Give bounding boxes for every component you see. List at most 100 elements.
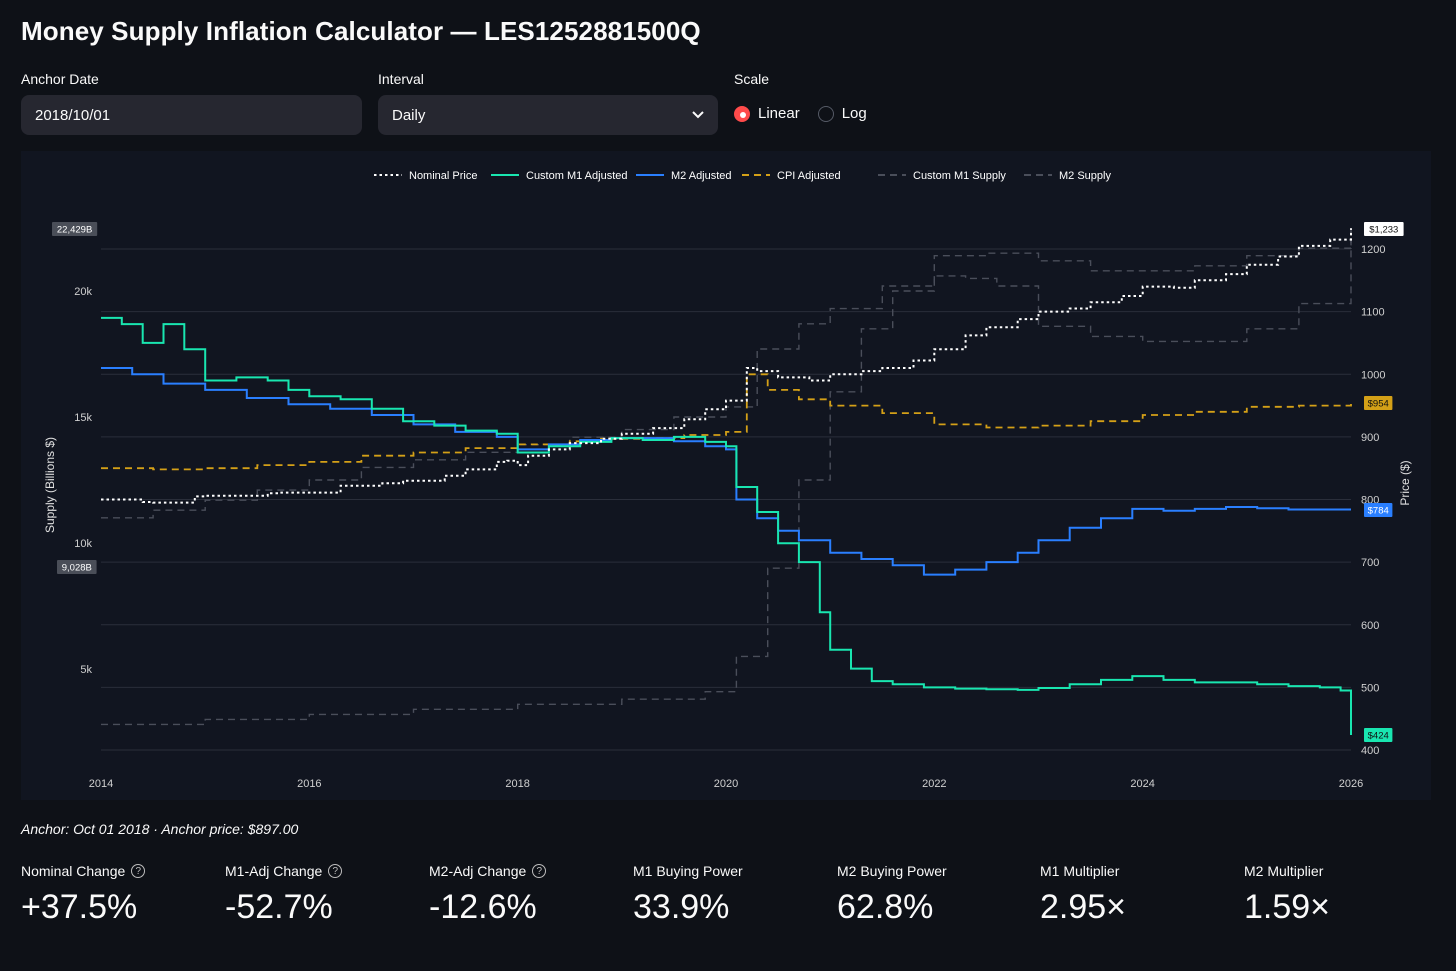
chevron-down-icon bbox=[692, 111, 704, 119]
metric-label-text: M1 Multiplier bbox=[1040, 863, 1120, 879]
metric-label: M2 Buying Power bbox=[837, 862, 1037, 880]
interval-label: Interval bbox=[378, 71, 424, 87]
series-line-custom-m1-adjusted bbox=[101, 316, 1352, 735]
metric-m1-multiplier: M1 Multiplier 2.95× bbox=[1040, 862, 1240, 927]
help-icon[interactable]: ? bbox=[131, 864, 146, 878]
axes-group: 4005006007008009001000110012005k10k15k20… bbox=[43, 244, 1412, 790]
x-tick-label: 2026 bbox=[1339, 778, 1363, 790]
left-tick-label: 5k bbox=[80, 664, 92, 676]
badge-m2: $784 bbox=[1368, 506, 1389, 517]
help-icon[interactable]: ? bbox=[328, 864, 343, 878]
series-line-custom-m1-supply bbox=[101, 229, 1352, 726]
radio-selected-icon bbox=[734, 105, 750, 122]
metric-m2-buying-power: M2 Buying Power 62.8% bbox=[837, 862, 1037, 927]
scale-radio-group: Linear Log bbox=[734, 105, 867, 122]
grid-lines bbox=[101, 248, 1351, 751]
legend-item-label: Custom M1 Adjusted bbox=[526, 170, 628, 182]
anchor-caption: Anchor: Oct 01 2018 · Anchor price: $897… bbox=[21, 821, 299, 837]
supply-price-chart[interactable]: Nominal Price Custom M1 Adjusted M2 Adjust… bbox=[21, 151, 1431, 800]
right-tick-label: 1000 bbox=[1361, 369, 1385, 381]
metric-value: 1.59× bbox=[1244, 888, 1331, 926]
badge-left-min-bg bbox=[57, 560, 97, 574]
right-tick-label: 900 bbox=[1361, 432, 1379, 444]
legend: Nominal Price Custom M1 Adjusted M2 Adjust… bbox=[374, 170, 1111, 182]
metric-label: Nominal Change? bbox=[21, 862, 221, 880]
y-axis-left-label: Supply (Billions $) bbox=[43, 437, 57, 533]
metric-m1-adj-change: M1-Adj Change? -52.7% bbox=[225, 862, 425, 927]
metric-label: M2 Multiplier bbox=[1244, 862, 1444, 880]
scale-label: Scale bbox=[734, 71, 770, 87]
metric-label-text: M1-Adj Change bbox=[225, 863, 323, 879]
metric-m1-buying-power: M1 Buying Power 33.9% bbox=[633, 862, 833, 927]
metric-label-text: M1 Buying Power bbox=[633, 863, 743, 879]
metric-value: 33.9% bbox=[633, 888, 730, 926]
scale-radio-log[interactable]: Log bbox=[817, 105, 867, 122]
series-line-m2-supply bbox=[101, 240, 1352, 519]
badge-left-min: 9,028B bbox=[62, 563, 92, 574]
x-tick-label: 2024 bbox=[1130, 778, 1154, 790]
badge-cpi-bg bbox=[1364, 396, 1393, 410]
x-tick-label: 2016 bbox=[297, 778, 321, 790]
metric-nominal-change: Nominal Change? +37.5% bbox=[21, 862, 221, 927]
badge-m1: $424 bbox=[1368, 731, 1389, 742]
metric-label-text: M2-Adj Change bbox=[429, 863, 527, 879]
metric-m2-multiplier: M2 Multiplier 1.59× bbox=[1244, 862, 1444, 927]
page-title: Money Supply Inflation Calculator — LES1… bbox=[21, 16, 701, 46]
legend-item-label: CPI Adjusted bbox=[777, 170, 841, 182]
anchor-date-value: 2018/10/01 bbox=[35, 106, 111, 124]
right-tick-label: 1100 bbox=[1361, 307, 1385, 319]
help-icon[interactable]: ? bbox=[532, 864, 547, 878]
badge-m2-bg bbox=[1364, 503, 1393, 517]
badge-cpi: $954 bbox=[1368, 399, 1389, 410]
radio-unselected-icon bbox=[817, 105, 834, 122]
metric-label: M2-Adj Change? bbox=[429, 862, 629, 880]
x-tick-label: 2020 bbox=[714, 778, 738, 790]
right-tick-label: 400 bbox=[1361, 745, 1379, 757]
metric-value: 2.95× bbox=[1040, 888, 1127, 926]
metric-value: -52.7% bbox=[225, 888, 333, 926]
metric-label-text: M2 Buying Power bbox=[837, 863, 947, 879]
legend-item-label: M2 Supply bbox=[1059, 170, 1111, 182]
left-tick-label: 10k bbox=[74, 538, 92, 550]
metric-label: M1 Multiplier bbox=[1040, 862, 1240, 880]
left-tick-label: 15k bbox=[74, 412, 92, 424]
metric-value: 62.8% bbox=[837, 888, 934, 926]
series-line-cpi-adjusted bbox=[101, 373, 1352, 471]
right-tick-label: 500 bbox=[1361, 682, 1379, 694]
legend-item-label: Custom M1 Supply bbox=[913, 170, 1006, 182]
badge-left-max-bg bbox=[52, 222, 98, 236]
series-group bbox=[101, 228, 1352, 735]
badge-m1-bg bbox=[1364, 728, 1393, 742]
series-line-m2-adjusted bbox=[101, 367, 1351, 576]
x-tick-label: 2018 bbox=[505, 778, 529, 790]
metric-value: +37.5% bbox=[21, 888, 138, 926]
metric-label: M1-Adj Change? bbox=[225, 862, 425, 880]
badges-group: 22,429B 9,028B $1,233 $954 $784 $424 bbox=[52, 222, 1404, 742]
scale-option-linear-label: Linear bbox=[758, 105, 800, 122]
metric-value: -12.6% bbox=[429, 888, 537, 926]
chart-container[interactable]: Nominal Price Custom M1 Adjusted M2 Adjust… bbox=[21, 151, 1431, 800]
metric-label: M1 Buying Power bbox=[633, 862, 833, 880]
legend-item-label: Nominal Price bbox=[409, 170, 477, 182]
right-tick-label: 700 bbox=[1361, 557, 1379, 569]
anchor-date-input[interactable]: 2018/10/01 bbox=[21, 95, 362, 135]
badge-nominal: $1,233 bbox=[1369, 225, 1398, 236]
right-tick-label: 600 bbox=[1361, 620, 1379, 632]
badge-nominal-bg bbox=[1364, 222, 1404, 236]
anchor-date-label: Anchor Date bbox=[21, 71, 99, 87]
scale-option-log-label: Log bbox=[841, 105, 867, 122]
metric-label-text: M2 Multiplier bbox=[1244, 863, 1324, 879]
interval-select[interactable]: Daily bbox=[378, 95, 718, 135]
metric-label-text: Nominal Change bbox=[21, 863, 126, 879]
x-tick-label: 2022 bbox=[922, 778, 946, 790]
metric-m2-adj-change: M2-Adj Change? -12.6% bbox=[429, 862, 629, 927]
interval-value: Daily bbox=[392, 106, 426, 124]
series-line-nominal-price bbox=[101, 228, 1352, 504]
y-axis-right-label: Price ($) bbox=[1398, 460, 1412, 505]
x-tick-label: 2014 bbox=[89, 778, 113, 790]
legend-item-label: M2 Adjusted bbox=[671, 170, 732, 182]
scale-radio-linear[interactable]: Linear bbox=[734, 105, 800, 122]
left-tick-label: 20k bbox=[74, 286, 92, 298]
badge-left-max: 22,429B bbox=[57, 225, 92, 236]
right-tick-label: 1200 bbox=[1361, 244, 1385, 256]
